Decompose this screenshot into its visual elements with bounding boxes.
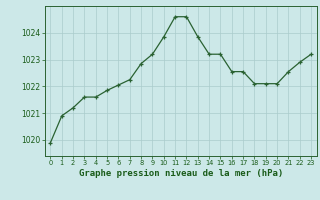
X-axis label: Graphe pression niveau de la mer (hPa): Graphe pression niveau de la mer (hPa) bbox=[79, 169, 283, 178]
